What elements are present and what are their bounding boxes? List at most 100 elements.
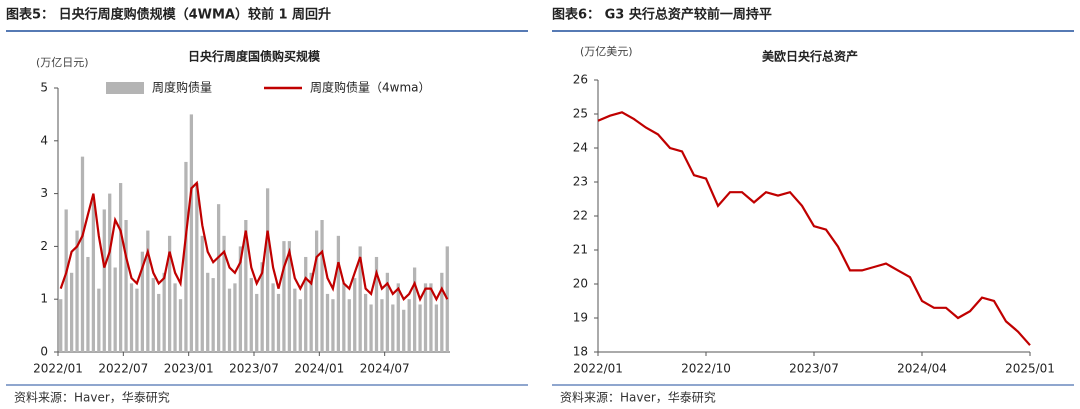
y-tick-label: 1: [40, 292, 48, 306]
bar: [157, 293, 161, 352]
x-tick-label: 2025/01: [1005, 362, 1055, 376]
bar: [434, 304, 439, 352]
bar: [129, 283, 134, 352]
bar: [64, 209, 68, 352]
bar: [276, 293, 281, 352]
bar: [287, 241, 292, 352]
y-tick-label: 5: [40, 81, 48, 95]
x-tick-label: 2022/01: [573, 362, 623, 376]
bar: [206, 272, 210, 352]
bar: [211, 278, 215, 352]
y-unit: (万亿日元): [36, 56, 89, 69]
x-tick-label: 2022/10: [681, 362, 731, 376]
bar: [407, 299, 411, 352]
bar: [255, 293, 259, 352]
bar: [391, 304, 395, 352]
y-tick-label: 25: [573, 107, 588, 121]
figure-title: 图表6： G3 央行总资产较前一周持平: [552, 7, 772, 23]
bar: [304, 256, 308, 352]
y-unit: (万亿美元): [580, 45, 633, 58]
bar: [369, 304, 373, 352]
bar: [69, 272, 74, 352]
source: 资料来源：Haver，华泰研究: [560, 390, 716, 405]
bar: [331, 299, 335, 352]
bar: [396, 283, 400, 352]
bar: [140, 251, 145, 352]
bar: [146, 230, 150, 352]
bar: [216, 204, 221, 352]
bar: [108, 193, 112, 352]
bar: [113, 267, 117, 352]
bar: [309, 272, 313, 352]
bar: [167, 235, 172, 352]
bar: [80, 156, 85, 352]
bar: [97, 288, 101, 352]
line: [59, 180, 449, 302]
bar: [200, 235, 204, 352]
bar: [282, 241, 286, 352]
y-tick-label: 21: [573, 243, 588, 257]
y-tick-label: 19: [573, 311, 588, 325]
x-tick-label: 2024/01: [294, 362, 344, 376]
bar: [173, 283, 177, 352]
bar: [423, 283, 428, 352]
bar: [293, 288, 297, 352]
bar: [336, 235, 341, 352]
bar: [227, 288, 232, 352]
bar: [59, 299, 63, 352]
bar: [298, 299, 302, 352]
bar: [412, 267, 417, 352]
x-tick-label: 2023/07: [229, 362, 279, 376]
y-tick-label: 3: [40, 186, 48, 200]
bar: [86, 256, 90, 352]
line: [597, 111, 1031, 346]
bar: [75, 230, 79, 352]
legend-label: 周度购债量: [152, 80, 212, 95]
y-tick-label: 26: [573, 73, 588, 87]
figure-title: 图表5： 日央行周度购债规模（4WMA）较前 1 周回升: [6, 7, 331, 23]
x-tick-label: 2024/07: [360, 362, 410, 376]
bar: [151, 278, 155, 352]
bar: [363, 293, 368, 352]
bar: [320, 220, 324, 352]
bar: [102, 209, 106, 352]
bar: [353, 278, 357, 352]
bar: [189, 114, 194, 353]
bar: [271, 283, 275, 352]
bar: [260, 262, 264, 352]
bar: [184, 161, 188, 352]
bar: [249, 278, 253, 352]
bar: [244, 220, 248, 352]
bar: [385, 272, 390, 352]
bar: [429, 283, 433, 352]
x-tick-label: 2024/04: [897, 362, 947, 376]
y-tick-label: 18: [573, 345, 588, 359]
y-tick-label: 24: [573, 141, 588, 155]
legend-swatch: [106, 82, 144, 94]
chart-title: 日央行周度国债购买规模: [188, 49, 321, 64]
bar: [418, 304, 422, 352]
bar: [222, 235, 226, 352]
x-tick-label: 2023/07: [789, 362, 839, 376]
x-tick-label: 2023/01: [164, 362, 214, 376]
y-tick-label: 23: [573, 175, 588, 189]
chart-title: 美欧日央行总资产: [762, 49, 858, 64]
y-tick-label: 0: [40, 345, 48, 359]
y-tick-label: 20: [573, 277, 588, 291]
bar: [402, 309, 406, 352]
bar: [265, 188, 270, 352]
y-tick-label: 4: [40, 133, 48, 147]
bar: [91, 198, 96, 352]
bar: [358, 246, 362, 352]
bar: [440, 272, 444, 352]
bar: [342, 283, 346, 352]
bar: [238, 246, 243, 352]
bar: [118, 183, 123, 352]
y-tick-label: 2: [40, 239, 48, 253]
x-tick-label: 2022/01: [33, 362, 83, 376]
bar: [233, 283, 237, 352]
source: 资料来源：Haver，华泰研究: [14, 390, 170, 405]
bar: [124, 220, 128, 352]
y-tick-label: 22: [573, 209, 588, 223]
bar: [325, 293, 330, 352]
